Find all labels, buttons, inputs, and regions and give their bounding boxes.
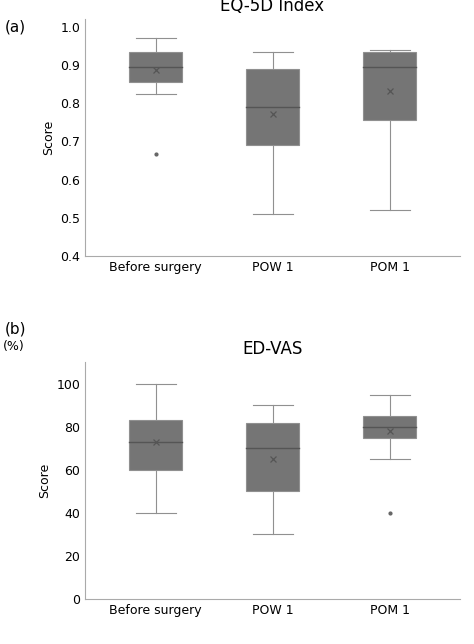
Text: (a): (a) — [5, 19, 26, 34]
Title: ED-VAS: ED-VAS — [242, 340, 303, 358]
Bar — [129, 421, 182, 470]
Bar — [363, 52, 416, 120]
Bar — [246, 69, 299, 146]
Title: EQ-5D Index: EQ-5D Index — [220, 0, 325, 15]
Text: (%): (%) — [3, 340, 25, 353]
Y-axis label: Score: Score — [38, 463, 51, 498]
Bar — [246, 422, 299, 491]
Bar — [129, 52, 182, 82]
Y-axis label: Score: Score — [42, 120, 55, 155]
Bar — [363, 416, 416, 438]
Text: (b): (b) — [5, 322, 26, 337]
